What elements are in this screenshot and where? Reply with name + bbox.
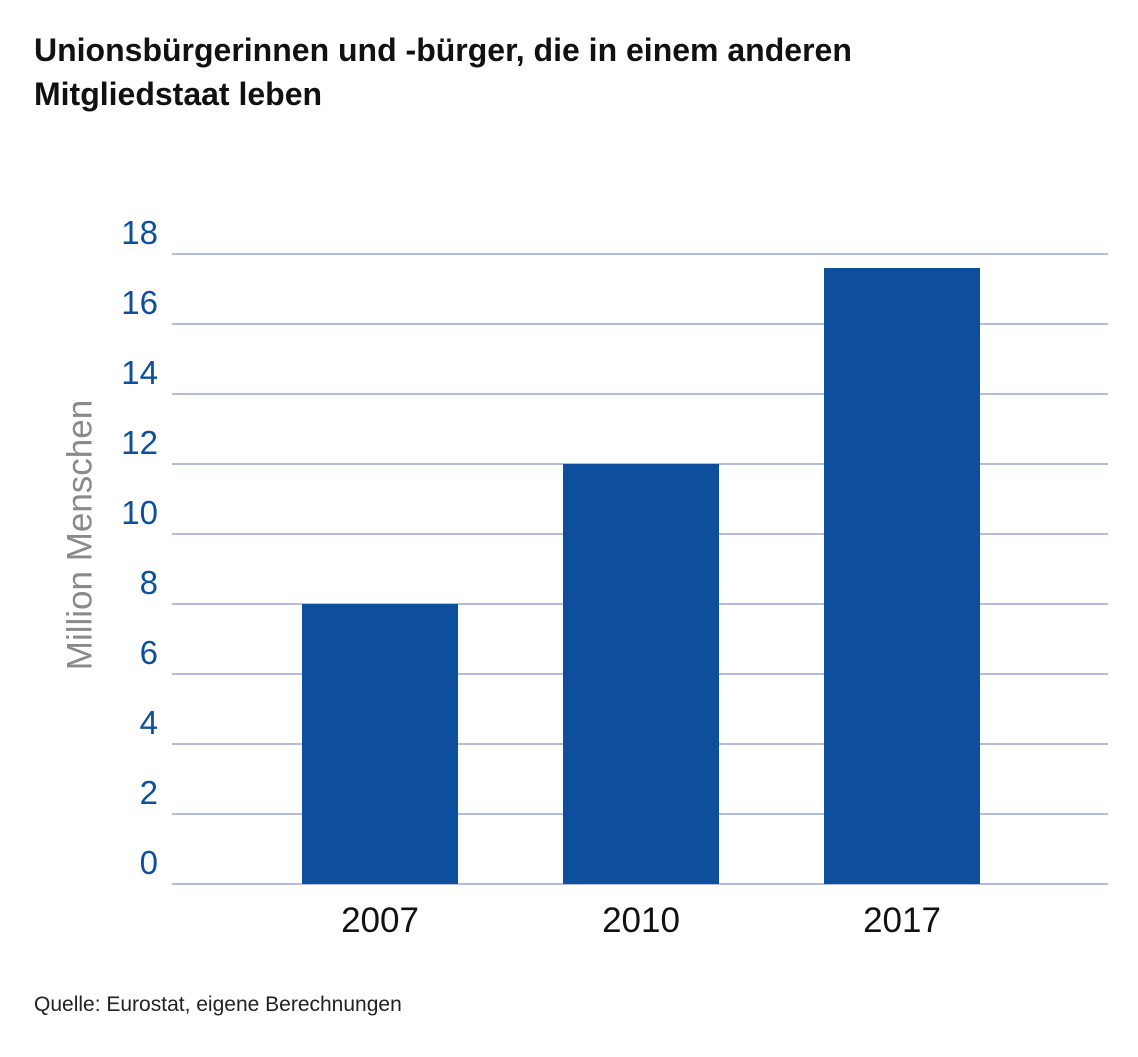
y-tick-label: 8	[140, 564, 158, 601]
bar-2010	[563, 464, 719, 884]
bar-2017	[824, 268, 980, 884]
y-tick-label: 16	[121, 284, 158, 321]
bars	[302, 268, 980, 884]
y-tick-label: 0	[140, 844, 158, 881]
bar-2007	[302, 604, 458, 884]
chart-title: Unionsbürgerinnen und -bürger, die in ei…	[34, 32, 852, 112]
y-tick-label: 12	[121, 424, 158, 461]
x-tick-label: 2010	[602, 901, 680, 940]
y-tick-label: 14	[121, 354, 158, 391]
y-tick-label: 18	[121, 214, 158, 251]
source-note: Quelle: Eurostat, eigene Berechnungen	[34, 993, 402, 1016]
y-tick-label: 4	[140, 704, 158, 741]
x-tick-label: 2007	[341, 901, 419, 940]
y-tick-label: 6	[140, 634, 158, 671]
x-axis-ticks: 2007 2010 2017	[341, 901, 941, 940]
x-tick-label: 2017	[863, 901, 941, 940]
y-axis-ticks: 0 2 4 6 8 10 12 14 16 18	[121, 214, 158, 881]
y-axis-label: Million Menschen	[60, 400, 99, 670]
y-tick-label: 2	[140, 774, 158, 811]
y-tick-label: 10	[121, 494, 158, 531]
